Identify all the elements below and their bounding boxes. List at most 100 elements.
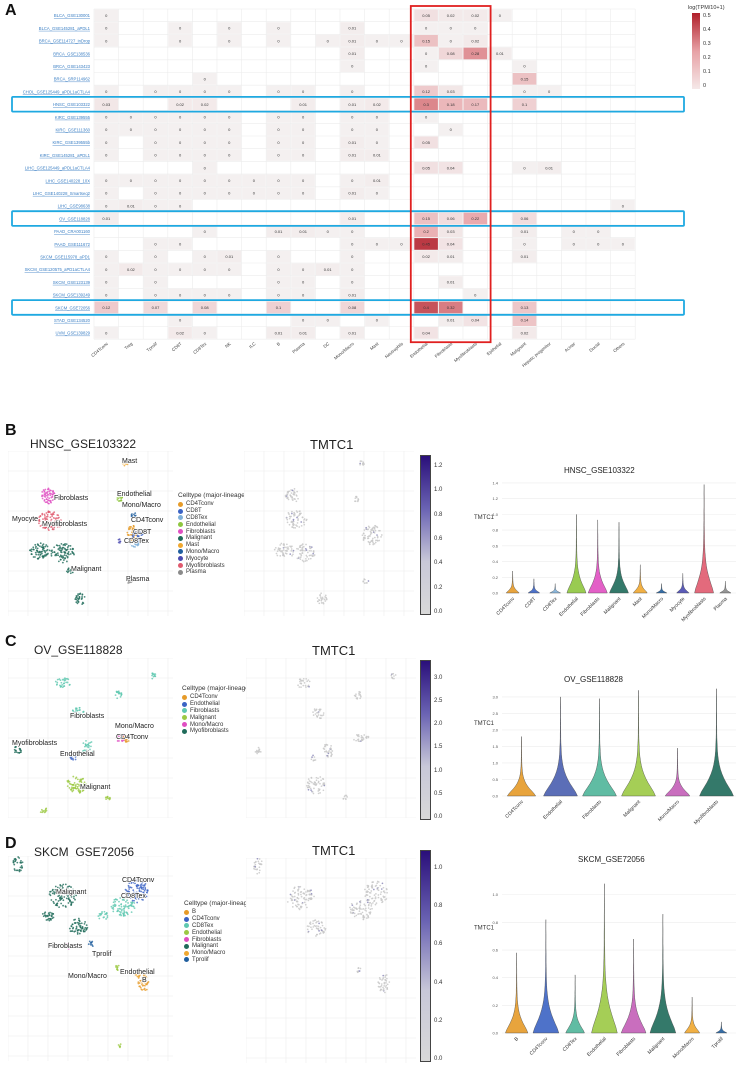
cell-point xyxy=(303,897,305,900)
heatmap-cell xyxy=(365,314,389,326)
cell-point xyxy=(30,548,33,551)
heatmap-cell xyxy=(94,187,119,199)
cell-point xyxy=(282,543,285,546)
cell-point xyxy=(63,896,66,898)
cell-point xyxy=(121,740,124,743)
heatmap-cell-value: 0.02 xyxy=(176,102,185,107)
legend-swatch xyxy=(184,923,189,929)
cell-cluster xyxy=(69,754,77,761)
colorbar-tick: 0.2 xyxy=(434,1017,443,1024)
cell-point xyxy=(313,895,315,898)
cell-point xyxy=(371,527,374,530)
cell-point xyxy=(296,905,299,908)
heatmap-cell-value: 0 xyxy=(302,191,305,196)
cell-point xyxy=(380,891,383,893)
cell-point xyxy=(142,884,144,887)
cell-point xyxy=(297,888,300,890)
legend-label: Mono/Macro xyxy=(192,950,226,957)
legend-label: Endothelial xyxy=(192,929,222,936)
heatmap-cell xyxy=(242,187,266,199)
cell-point xyxy=(309,557,312,560)
heatmap-cell-value: 0.13 xyxy=(521,305,530,310)
heatmap-cell-value: 0 xyxy=(622,203,625,208)
heatmap-cell-value: 0.12 xyxy=(102,305,111,310)
heatmap-cell-value: 0.4 xyxy=(423,305,429,310)
cell-point xyxy=(130,514,133,516)
cell-point xyxy=(43,914,46,917)
legend-item: Endothelial xyxy=(178,521,247,528)
cell-point xyxy=(136,535,139,538)
cell-point xyxy=(296,557,299,560)
cell-point xyxy=(145,892,148,894)
heatmap-cell xyxy=(291,85,315,98)
heatmap-cell-value: 0 xyxy=(154,254,157,259)
legend-swatch xyxy=(178,501,183,507)
cell-point xyxy=(56,681,59,684)
cell-point xyxy=(371,886,374,888)
cell-point xyxy=(54,554,57,557)
cell-point xyxy=(318,930,320,932)
cell-cluster xyxy=(377,974,391,994)
cell-point xyxy=(53,526,56,529)
cell-point xyxy=(292,549,295,552)
cell-cluster xyxy=(285,510,308,529)
heatmap-cell xyxy=(266,174,291,187)
heatmap-cell xyxy=(143,111,168,123)
cell-point xyxy=(369,533,372,536)
cell-point xyxy=(47,552,49,555)
cell-point xyxy=(48,497,51,500)
violin-ytick: 0.6 xyxy=(492,543,498,548)
cell-point xyxy=(131,531,133,534)
cell-point xyxy=(374,529,377,532)
violin-xtick: Mono/Macro xyxy=(657,799,681,823)
cell-point xyxy=(119,908,122,910)
cell-point xyxy=(53,546,56,549)
colorbar-tick: 1.5 xyxy=(434,744,443,751)
heatmap-cell xyxy=(561,225,586,238)
heatmap-cell-value: 0 xyxy=(277,89,280,94)
cell-point xyxy=(44,488,47,491)
cell-point xyxy=(286,491,289,493)
cell-point xyxy=(67,552,70,555)
cell-point xyxy=(53,551,56,554)
cell-point xyxy=(88,744,90,747)
legend-label: Myofibroblasts xyxy=(190,728,229,735)
heatmap-cell xyxy=(463,212,488,225)
heatmap-cell xyxy=(94,111,119,123)
cell-point xyxy=(300,524,303,527)
cell-point xyxy=(63,543,65,546)
cell-point xyxy=(379,989,382,992)
cell-point xyxy=(123,909,125,912)
cell-point xyxy=(50,915,53,918)
cluster-label: CD8T xyxy=(133,529,152,536)
cell-point xyxy=(317,711,320,714)
heatmap-cell-value: 0.02 xyxy=(447,13,456,18)
heatmap-cell xyxy=(389,34,414,47)
heatmap-cell xyxy=(143,187,168,199)
heatmap-cell xyxy=(340,22,365,34)
cell-point xyxy=(141,896,144,898)
cell-cluster xyxy=(390,672,397,680)
cell-point xyxy=(131,528,134,531)
cell-point xyxy=(319,596,322,598)
cell-point xyxy=(69,788,72,791)
cluster-label: CD4Tconv xyxy=(131,517,164,524)
heatmap-cell-value: 0.01 xyxy=(447,318,456,323)
cell-point xyxy=(345,798,347,801)
cell-point xyxy=(304,557,307,560)
cell-point xyxy=(331,750,334,752)
cell-point xyxy=(366,901,369,904)
cell-point xyxy=(355,903,358,906)
cell-point xyxy=(393,675,395,677)
cell-point xyxy=(140,880,142,883)
cell-point xyxy=(74,710,77,713)
heatmap-cell-value: 0 xyxy=(179,114,182,119)
violin-xtick: Myofibroblasts xyxy=(693,799,720,826)
cell-point xyxy=(63,679,66,682)
cell-point xyxy=(294,527,297,529)
cell-point xyxy=(306,559,308,562)
cell-point xyxy=(384,898,386,901)
legend-item: Mono/Macro xyxy=(182,721,251,728)
cell-point xyxy=(286,901,289,903)
